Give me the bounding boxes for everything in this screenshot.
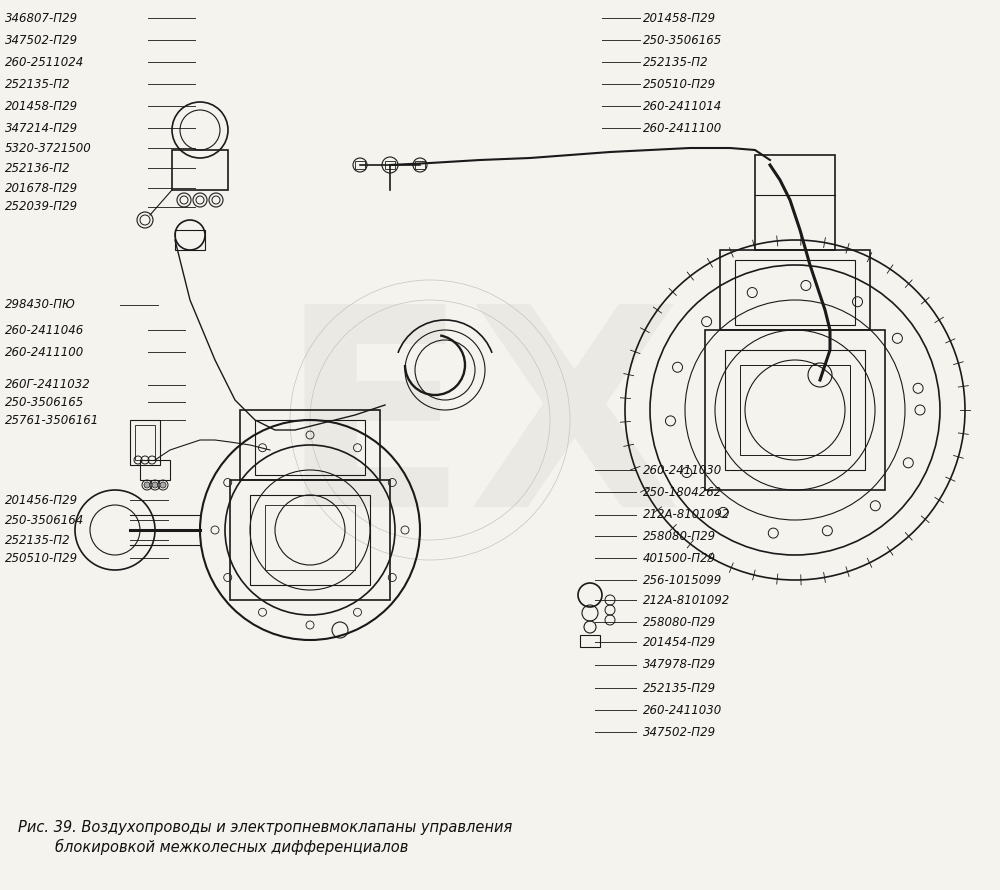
Bar [255, 420, 365, 475]
Text: 258080-П29: 258080-П29 [643, 530, 716, 543]
Text: 256-1015099: 256-1015099 [643, 573, 722, 587]
Text: 201456-П29: 201456-П29 [5, 493, 78, 506]
Bar [135, 425, 155, 460]
Text: 201458-П29: 201458-П29 [5, 100, 78, 112]
Text: 201454-П29: 201454-П29 [643, 635, 716, 649]
Text: 258080-П29: 258080-П29 [643, 616, 716, 628]
Text: 347502-П29: 347502-П29 [5, 34, 78, 46]
Bar [250, 495, 370, 585]
Text: 250-1804262: 250-1804262 [643, 486, 722, 498]
Bar [130, 420, 160, 465]
Text: 250510-П29: 250510-П29 [5, 552, 78, 564]
Bar [230, 480, 390, 600]
Bar [755, 155, 835, 250]
Bar [140, 460, 170, 480]
Circle shape [152, 482, 158, 488]
Bar [355, 161, 365, 169]
Bar [725, 350, 865, 470]
Text: 346807-П29: 346807-П29 [5, 12, 78, 25]
Text: 5320-3721500: 5320-3721500 [5, 142, 92, 155]
Bar [720, 250, 870, 330]
Circle shape [144, 482, 150, 488]
Bar [172, 150, 228, 190]
Text: 260-2411100: 260-2411100 [643, 122, 722, 134]
Bar [240, 410, 380, 480]
Bar [415, 161, 425, 169]
Text: 252135-П29: 252135-П29 [643, 682, 716, 694]
Text: 201678-П29: 201678-П29 [5, 182, 78, 195]
Text: 252135-П2: 252135-П2 [5, 533, 71, 546]
Text: 250510-П29: 250510-П29 [643, 77, 716, 91]
Text: 260Г-2411032: 260Г-2411032 [5, 378, 91, 392]
Bar [580, 635, 600, 647]
Text: 260-2411100: 260-2411100 [5, 345, 84, 359]
Text: 298430-ПЮ: 298430-ПЮ [5, 298, 76, 312]
Text: 401500-П29: 401500-П29 [643, 552, 716, 564]
Text: 260-2411046: 260-2411046 [5, 323, 84, 336]
Text: 212А-8101092: 212А-8101092 [643, 508, 730, 522]
Text: 252135-П2: 252135-П2 [5, 77, 71, 91]
Text: Рис. 39. Воздухопроводы и электропневмоклапаны управления: Рис. 39. Воздухопроводы и электропневмок… [18, 820, 512, 835]
Bar [740, 365, 850, 455]
Text: 252039-П29: 252039-П29 [5, 200, 78, 214]
Text: блокировкой межколесных дифференциалов: блокировкой межколесных дифференциалов [18, 839, 408, 855]
Text: 260-2411030: 260-2411030 [643, 464, 722, 476]
Bar [735, 260, 855, 325]
Circle shape [160, 482, 166, 488]
Bar [705, 330, 885, 490]
Bar [265, 505, 355, 570]
Text: 201458-П29: 201458-П29 [643, 12, 716, 25]
Text: 347502-П29: 347502-П29 [643, 725, 716, 739]
Text: 250-3506164: 250-3506164 [5, 514, 84, 527]
Bar [175, 230, 205, 250]
Text: 250-3506165: 250-3506165 [643, 34, 722, 46]
Text: EX: EX [278, 295, 682, 565]
Text: 260-2411014: 260-2411014 [643, 100, 722, 112]
Bar [385, 161, 395, 169]
Text: 347214-П29: 347214-П29 [5, 122, 78, 134]
Text: 252135-П2: 252135-П2 [643, 55, 709, 69]
Text: 25761-3506161: 25761-3506161 [5, 414, 99, 426]
Text: 260-2511024: 260-2511024 [5, 55, 84, 69]
Text: 212А-8101092: 212А-8101092 [643, 594, 730, 606]
Text: 347978-П29: 347978-П29 [643, 659, 716, 671]
Text: 260-2411030: 260-2411030 [643, 703, 722, 716]
Text: 250-3506165: 250-3506165 [5, 395, 84, 409]
Text: 252136-П2: 252136-П2 [5, 161, 71, 174]
